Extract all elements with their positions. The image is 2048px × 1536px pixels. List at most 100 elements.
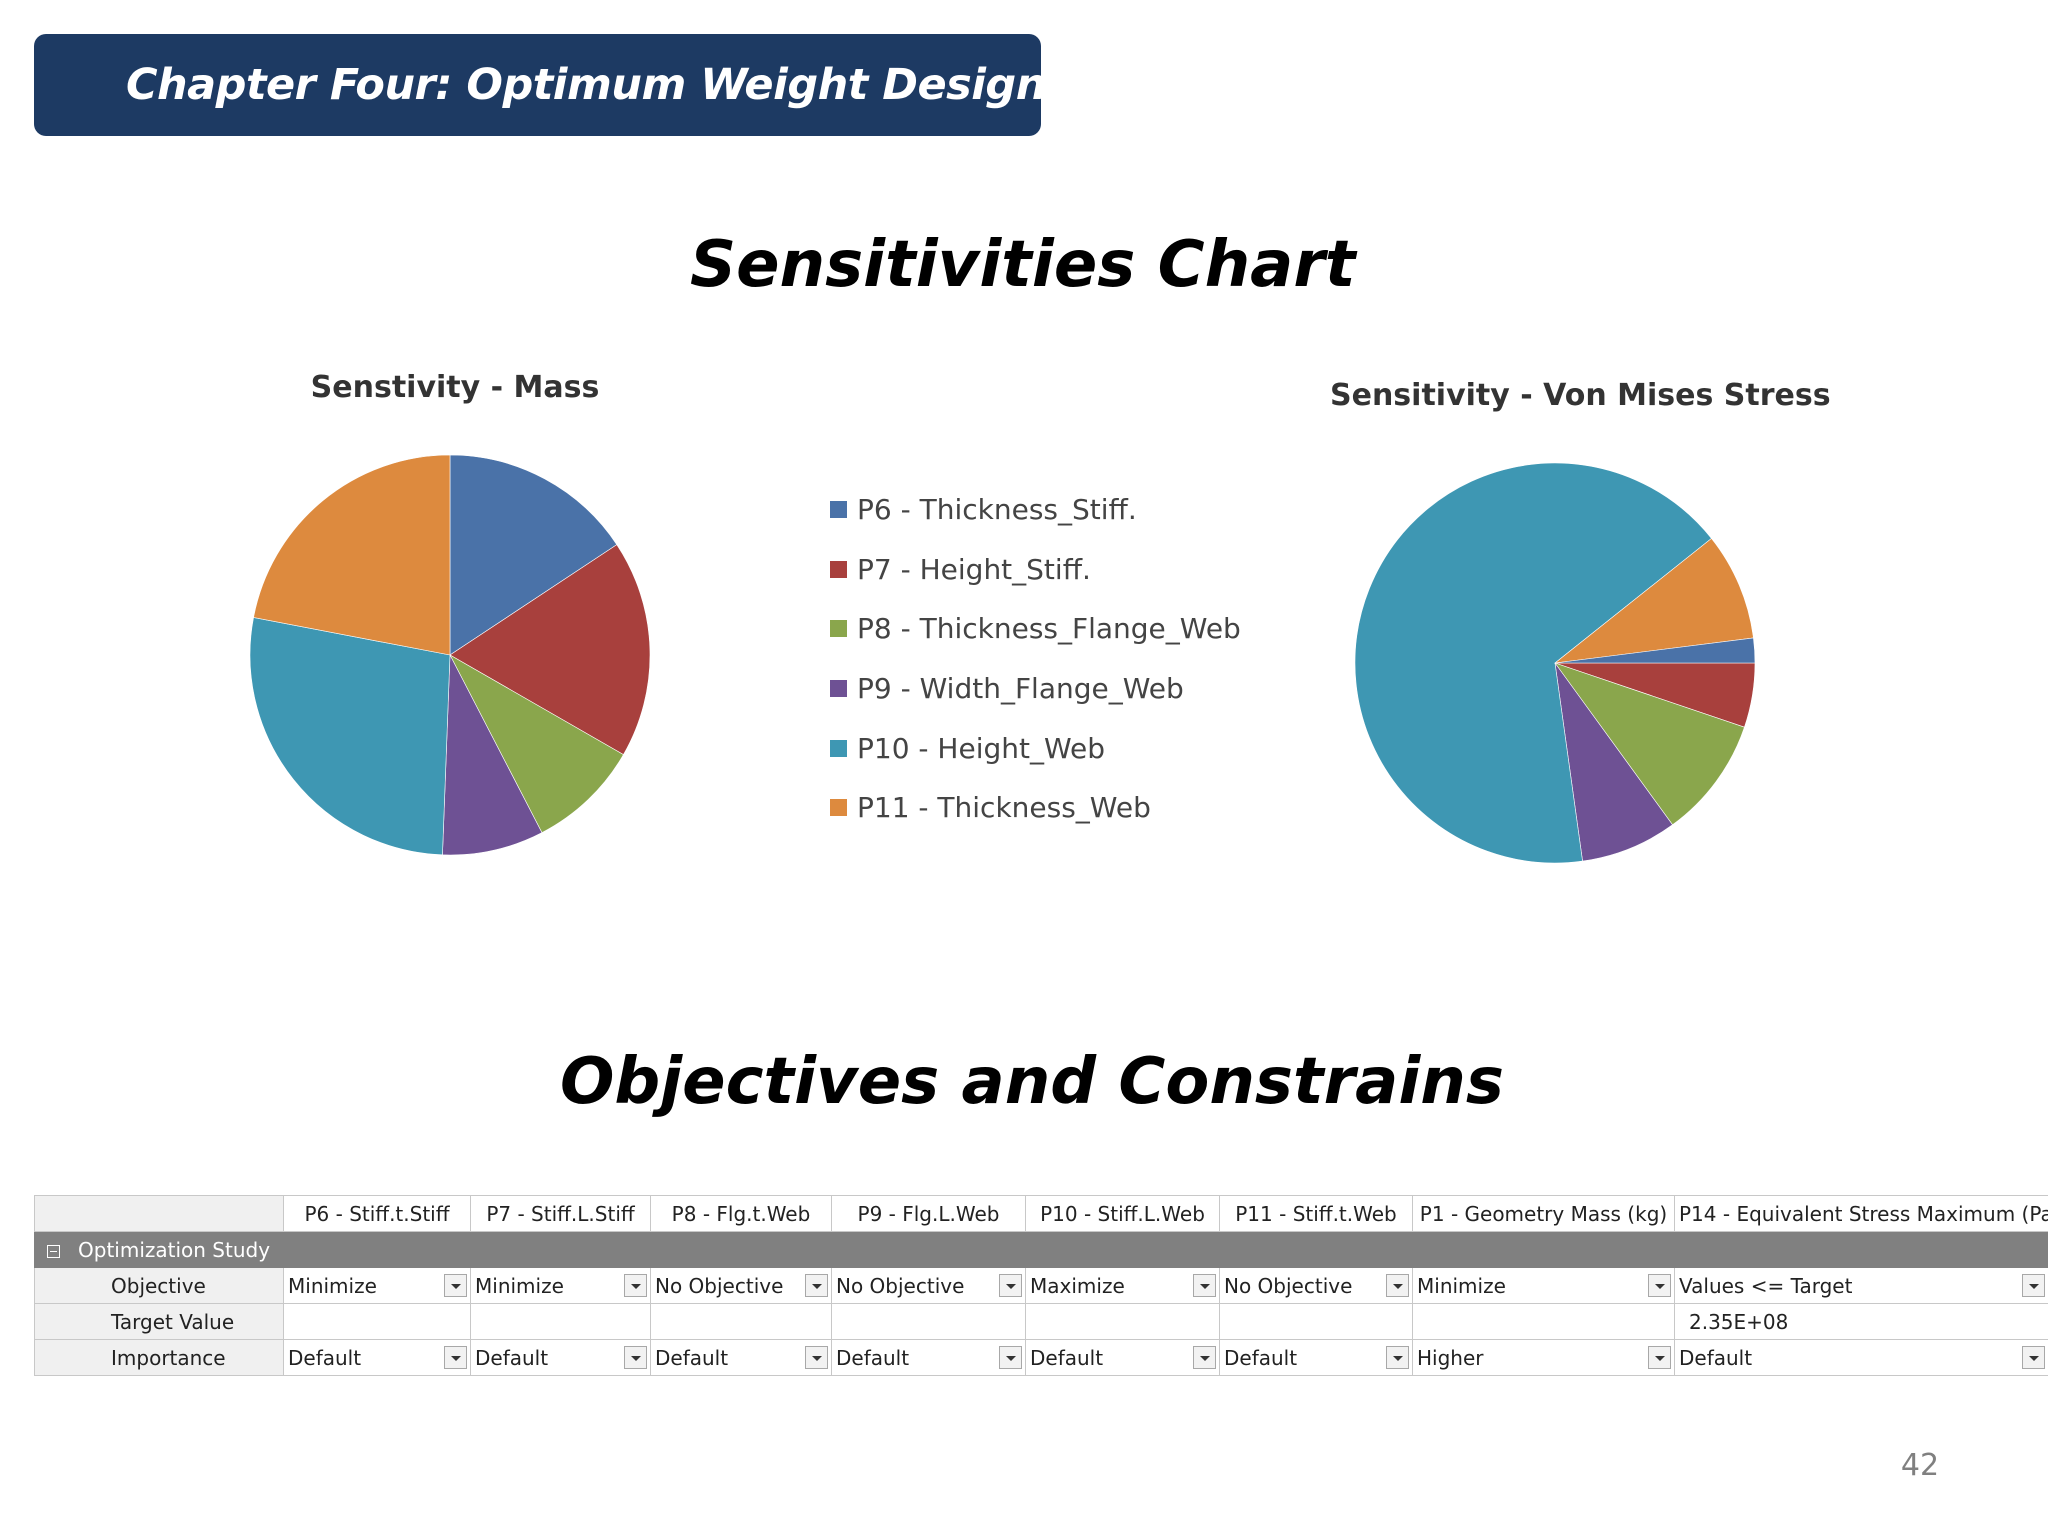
objectives-heading: Objectives and Constrains: [560, 1045, 1504, 1119]
dropdown-value: Default: [655, 1345, 729, 1370]
stress-chart-title: Sensitivity - Von Mises Stress: [1330, 378, 1831, 413]
legend-item-p8: P8 - Thickness_Flange_Web: [830, 599, 1290, 659]
importance-dropdown[interactable]: Default: [650, 1339, 832, 1376]
dropdown-arrow-icon[interactable]: [624, 1274, 647, 1297]
legend-swatch-p6: [830, 501, 847, 519]
legend-item-p6: P6 - Thickness_Stiff.: [830, 480, 1290, 540]
dropdown-arrow-icon[interactable]: [805, 1274, 828, 1297]
optimization-study-cell: Optimization Study: [34, 1231, 2048, 1268]
objective-dropdown[interactable]: No Objective: [650, 1267, 832, 1304]
legend-label-p7: P7 - Height_Stiff.: [857, 552, 1091, 586]
table-header-row: P6 - Stiff.t.Stiff P7 - Stiff.L.Stiff P8…: [34, 1195, 2048, 1232]
legend-swatch-p11: [830, 799, 847, 817]
optimization-study-row: Optimization Study: [34, 1231, 2048, 1268]
dropdown-arrow-icon[interactable]: [805, 1346, 828, 1369]
stress-pie-chart: [1354, 462, 1756, 864]
mass-pie-slice-p10: [249, 617, 451, 856]
dropdown-arrow-icon[interactable]: [2022, 1274, 2045, 1297]
legend-label-p8: P8 - Thickness_Flange_Web: [857, 612, 1241, 646]
dropdown-arrow-icon[interactable]: [1648, 1346, 1671, 1369]
legend-item-p9: P9 - Width_Flange_Web: [830, 659, 1290, 719]
importance-dropdown[interactable]: Higher: [1412, 1339, 1675, 1376]
legend-label-p10: P10 - Height_Web: [857, 731, 1106, 765]
dropdown-arrow-icon[interactable]: [1386, 1346, 1409, 1369]
importance-dropdown[interactable]: Default: [283, 1339, 471, 1376]
column-header: P7 - Stiff.L.Stiff: [470, 1195, 651, 1232]
dropdown-arrow-icon[interactable]: [1193, 1346, 1216, 1369]
objective-dropdown[interactable]: Minimize: [1412, 1267, 1675, 1304]
dropdown-arrow-icon[interactable]: [1648, 1274, 1671, 1297]
stress-pie-slice-p8: [1554, 662, 1745, 826]
optimization-study-label: Optimization Study: [78, 1237, 271, 1262]
stress-pie-slice-p6: [1554, 637, 1756, 664]
row-label-target: Target Value: [34, 1303, 284, 1340]
dropdown-value: Default: [475, 1345, 549, 1370]
objectives-table: P6 - Stiff.t.Stiff P7 - Stiff.L.Stiff P8…: [34, 1195, 2048, 1376]
table-row-objective: Objective Minimize Minimize No Objective…: [34, 1267, 2048, 1304]
dropdown-value: No Objective: [655, 1273, 784, 1298]
column-header: P6 - Stiff.t.Stiff: [283, 1195, 471, 1232]
stress-pie-slice-p11: [1553, 538, 1754, 664]
dropdown-value: Minimize: [1417, 1273, 1506, 1298]
dropdown-arrow-icon[interactable]: [2022, 1346, 2045, 1369]
target-value-cell[interactable]: [831, 1303, 1026, 1340]
mass-pie-slice-p7: [449, 544, 651, 756]
target-value-cell[interactable]: [1412, 1303, 1675, 1340]
legend-label-p11: P11 - Thickness_Web: [857, 791, 1151, 825]
importance-dropdown[interactable]: Default: [831, 1339, 1026, 1376]
column-header: P8 - Flg.t.Web: [650, 1195, 832, 1232]
dropdown-arrow-icon[interactable]: [1193, 1274, 1216, 1297]
objective-dropdown[interactable]: Minimize: [283, 1267, 471, 1304]
legend-swatch-p10: [830, 739, 847, 757]
table-row-target: Target Value 2.35E+08: [34, 1303, 2048, 1340]
row-label-objective: Objective: [34, 1267, 284, 1304]
target-value-cell[interactable]: [283, 1303, 471, 1340]
dropdown-value: Values <= Target: [1679, 1273, 1853, 1298]
objective-dropdown[interactable]: Minimize: [470, 1267, 651, 1304]
importance-dropdown[interactable]: Default: [1674, 1339, 2048, 1376]
dropdown-value: No Objective: [836, 1273, 965, 1298]
objective-dropdown[interactable]: No Objective: [831, 1267, 1026, 1304]
legend-item-p10: P10 - Height_Web: [830, 718, 1290, 778]
dropdown-value: Maximize: [1030, 1273, 1125, 1298]
mass-pie-chart: [249, 454, 651, 856]
page-number: 42: [1900, 1448, 1940, 1483]
objective-dropdown[interactable]: Maximize: [1025, 1267, 1220, 1304]
target-value-cell[interactable]: [1025, 1303, 1220, 1340]
importance-dropdown[interactable]: Default: [470, 1339, 651, 1376]
target-value-input[interactable]: 2.35E+08: [1674, 1303, 2048, 1340]
dropdown-value: Default: [1030, 1345, 1104, 1370]
importance-dropdown[interactable]: Default: [1025, 1339, 1220, 1376]
sensitivities-heading: Sensitivities Chart: [690, 228, 1356, 302]
column-header: P10 - Stiff.L.Web: [1025, 1195, 1220, 1232]
chart-legend: P6 - Thickness_Stiff. P7 - Height_Stiff.…: [830, 480, 1290, 838]
dropdown-arrow-icon[interactable]: [444, 1274, 467, 1297]
target-value-cell[interactable]: [650, 1303, 832, 1340]
dropdown-value: Higher: [1417, 1345, 1484, 1370]
importance-dropdown[interactable]: Default: [1219, 1339, 1413, 1376]
dropdown-value: Default: [288, 1345, 362, 1370]
dropdown-arrow-icon[interactable]: [444, 1346, 467, 1369]
legend-swatch-p8: [830, 620, 847, 638]
column-header: P9 - Flg.L.Web: [831, 1195, 1026, 1232]
mass-pie-slice-p9: [442, 653, 543, 856]
table-row-importance: Importance Default Default Default Defau…: [34, 1339, 2048, 1376]
chapter-title: Chapter Four: Optimum Weight Design: [126, 60, 1046, 110]
row-label-importance: Importance: [34, 1339, 284, 1376]
collapse-icon[interactable]: [47, 1244, 60, 1258]
stress-pie-slice-p9: [1554, 662, 1673, 862]
objective-dropdown[interactable]: Values <= Target: [1674, 1267, 2048, 1304]
dropdown-arrow-icon[interactable]: [999, 1274, 1022, 1297]
mass-pie-slice-p6: [449, 454, 618, 656]
mass-pie-slice-p8: [449, 654, 624, 834]
dropdown-arrow-icon[interactable]: [1386, 1274, 1409, 1297]
dropdown-arrow-icon[interactable]: [624, 1346, 647, 1369]
target-value-cell[interactable]: [470, 1303, 651, 1340]
objective-dropdown[interactable]: No Objective: [1219, 1267, 1413, 1304]
target-value-cell[interactable]: [1219, 1303, 1413, 1340]
mass-chart-title: Senstivity - Mass: [310, 370, 600, 405]
dropdown-value: Minimize: [475, 1273, 564, 1298]
dropdown-arrow-icon[interactable]: [999, 1346, 1022, 1369]
table-corner-cell: [34, 1195, 284, 1232]
dropdown-value: No Objective: [1224, 1273, 1353, 1298]
